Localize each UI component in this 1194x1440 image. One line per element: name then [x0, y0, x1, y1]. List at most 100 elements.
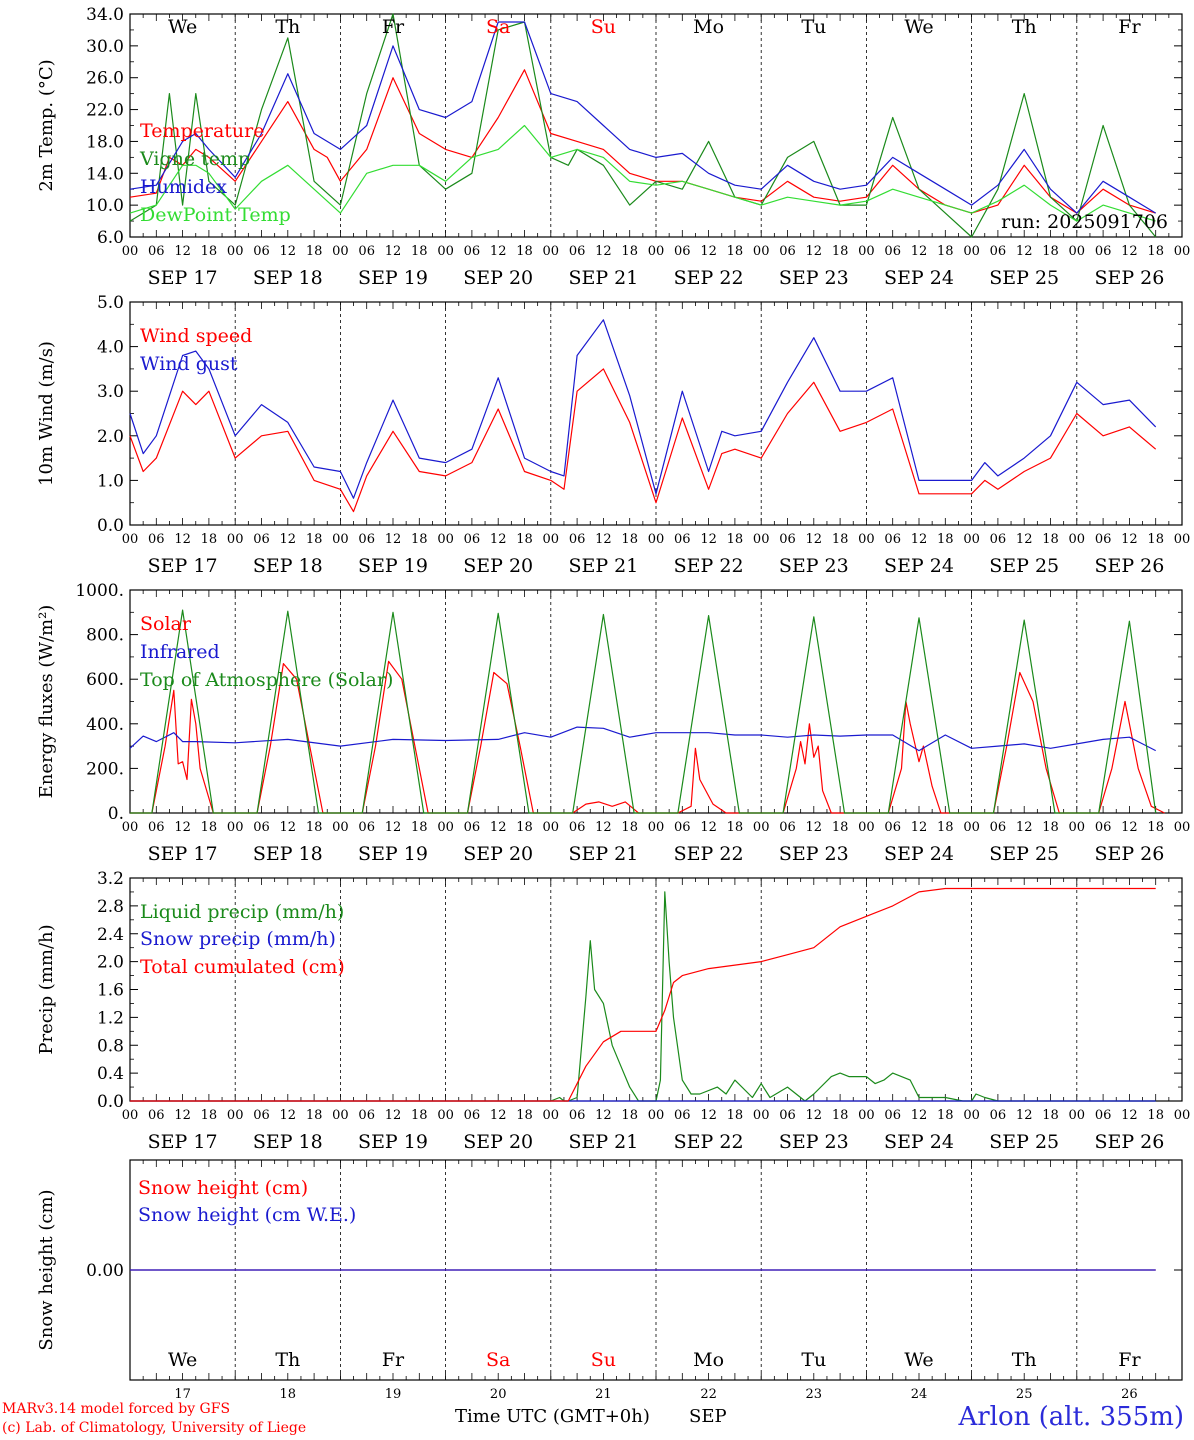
x-hour-label: 00	[963, 1108, 980, 1123]
x-hour-label: 00	[858, 820, 875, 835]
x-date-label: SEP 20	[463, 267, 533, 289]
x-hour-label: 06	[990, 1108, 1007, 1123]
x-hour-label: 18	[1147, 532, 1164, 547]
x-hour-label: 18	[1042, 1108, 1059, 1123]
x-hour-label: 12	[280, 532, 297, 547]
x-hour-label: 00	[1174, 244, 1191, 259]
series-line-dewpoint-temp	[129, 124, 1156, 222]
x-hour-label: 06	[779, 244, 796, 259]
legend-entry: Snow height (cm)	[138, 1177, 308, 1199]
x-hour-label: 18	[411, 1108, 428, 1123]
x-hour-label: 06	[884, 1108, 901, 1123]
x-hour-label: 12	[806, 820, 823, 835]
x-hour-label: 18	[306, 532, 323, 547]
day-name-label: We	[904, 16, 933, 38]
x-hour-label: 06	[884, 820, 901, 835]
x-hour-label: 00	[332, 820, 349, 835]
day-name-label: Tu	[801, 16, 826, 38]
x-hour-label: 06	[884, 532, 901, 547]
series-line-wind-speed	[129, 368, 1157, 513]
x-hour-label: 00	[858, 532, 875, 547]
x-axis-title: Time UTC (GMT+0h)	[455, 1406, 650, 1427]
x-hour-label: 12	[280, 244, 297, 259]
x-hour-label: 12	[700, 1108, 717, 1123]
x-hour-label: 06	[674, 820, 691, 835]
x-hour-label: 12	[280, 820, 297, 835]
x-date-label: SEP 21	[568, 267, 638, 289]
x-hour-label: 00	[858, 1108, 875, 1123]
model-credit: MARv3.14 model forced by GFS	[2, 1401, 231, 1417]
x-hour-label: 06	[569, 1108, 586, 1123]
day-name-label: Mo	[693, 1349, 724, 1371]
y-axis-label: Snow height (cm)	[36, 1189, 57, 1350]
chart-panel-2: 0.0 1.0 2.0 3.0 4.0 5.0 10m Wind (m/s) Wind spe…	[36, 293, 1190, 577]
x-hour-label: 00	[122, 1108, 139, 1123]
series-line-vigne-temp	[129, 13, 1157, 238]
x-hour-label: 12	[911, 244, 928, 259]
x-date-label: SEP 23	[779, 843, 849, 865]
x-date-label: SEP 17	[148, 267, 218, 289]
x-hour-label: 12	[595, 820, 612, 835]
x-date-label: SEP 20	[463, 555, 533, 577]
x-hour-label: 12	[1016, 244, 1033, 259]
run-label: run: 2025091706	[1001, 211, 1168, 233]
x-date-label: SEP 20	[463, 1131, 533, 1153]
x-hour-label: 06	[1095, 1108, 1112, 1123]
x-hour-label: 00	[753, 244, 770, 259]
x-hour-label: 18	[1147, 820, 1164, 835]
y-tick-label: 600.	[86, 670, 124, 690]
x-hour-label: 00	[543, 1108, 560, 1123]
y-tick-label: 26.0	[86, 69, 124, 89]
day-number-label: 26	[1121, 1387, 1138, 1402]
x-hour-label: 06	[464, 820, 481, 835]
day-number-label: 22	[700, 1387, 717, 1402]
x-hour-label: 06	[148, 1108, 165, 1123]
x-date-label: SEP 26	[1094, 843, 1164, 865]
x-hour-label: 06	[464, 532, 481, 547]
y-tick-label: 2.0	[97, 953, 124, 973]
x-axis-month: SEP	[689, 1406, 727, 1427]
x-hour-label: 00	[1174, 532, 1191, 547]
x-hour-label: 12	[911, 820, 928, 835]
x-hour-label: 06	[358, 532, 375, 547]
x-hour-label: 18	[937, 1108, 954, 1123]
x-hour-label: 12	[174, 532, 191, 547]
x-date-label: SEP 26	[1094, 1131, 1164, 1153]
legend-entry: Humidex	[140, 176, 227, 198]
x-date-label: SEP 25	[989, 1131, 1059, 1153]
x-date-label: SEP 26	[1094, 555, 1164, 577]
x-hour-label: 00	[1069, 244, 1086, 259]
day-number-label: 21	[595, 1387, 612, 1402]
day-name-label: Th	[275, 1349, 300, 1371]
x-hour-label: 06	[253, 1108, 270, 1123]
x-hour-label: 00	[437, 820, 454, 835]
x-hour-label: 00	[122, 820, 139, 835]
x-hour-label: 18	[937, 532, 954, 547]
x-hour-label: 00	[437, 532, 454, 547]
x-hour-label: 06	[358, 1108, 375, 1123]
y-tick-label: 14.0	[86, 164, 124, 184]
x-hour-label: 00	[753, 820, 770, 835]
x-hour-label: 12	[280, 1108, 297, 1123]
legend-entry: Wind speed	[140, 325, 252, 347]
day-name-label: Sa	[486, 1349, 510, 1371]
x-hour-label: 00	[543, 244, 560, 259]
x-hour-label: 12	[1121, 532, 1138, 547]
chart-panel-1: 6.0 10.0 14.0 18.0 22.0 26.0 30.0 34.0 2m Temp. …	[36, 5, 1190, 289]
x-date-label: SEP 22	[674, 267, 744, 289]
x-date-label: SEP 21	[568, 843, 638, 865]
y-tick-label: 1.6	[97, 981, 124, 1001]
x-hour-label: 12	[595, 244, 612, 259]
x-hour-label: 06	[358, 820, 375, 835]
x-hour-label: 00	[332, 244, 349, 259]
legend-entry: DewPoint Temp	[140, 204, 291, 226]
x-hour-label: 12	[174, 244, 191, 259]
x-hour-label: 12	[911, 1108, 928, 1123]
day-number-label: 23	[806, 1387, 823, 1402]
x-hour-label: 12	[806, 532, 823, 547]
y-tick-label: 0.4	[97, 1064, 124, 1084]
lab-credit: (c) Lab. of Climatology, University of L…	[2, 1420, 307, 1436]
x-hour-label: 12	[174, 820, 191, 835]
legend-entry: Wind gust	[140, 353, 238, 375]
day-number-label: 24	[911, 1387, 928, 1402]
